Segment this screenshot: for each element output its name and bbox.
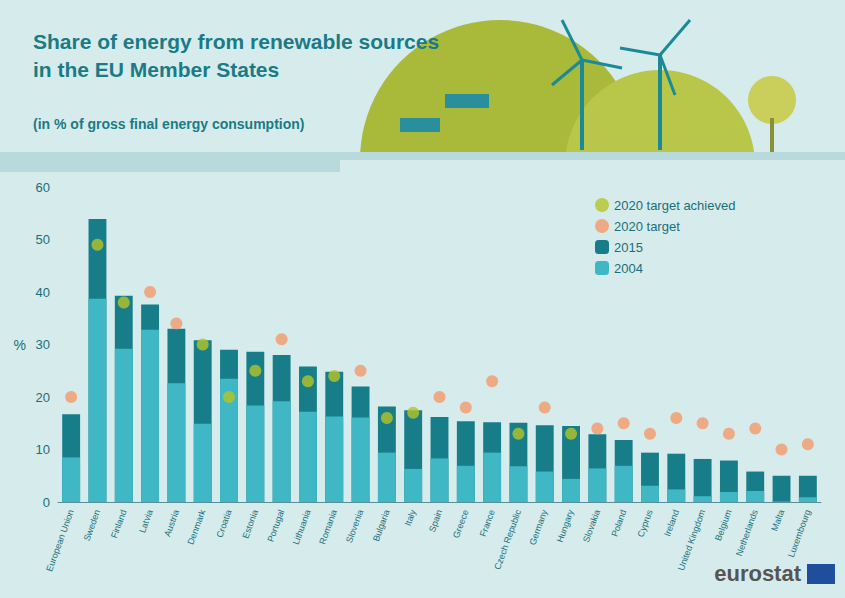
- svg-text:10: 10: [36, 442, 50, 457]
- svg-text:20: 20: [36, 390, 50, 405]
- svg-text:Romania: Romania: [317, 508, 339, 545]
- svg-text:30: 30: [36, 337, 50, 352]
- svg-text:Denmark: Denmark: [186, 508, 208, 546]
- svg-text:%: %: [14, 337, 26, 353]
- svg-text:Czech Republic: Czech Republic: [492, 508, 523, 571]
- svg-text:2020 target achieved: 2020 target achieved: [614, 198, 735, 213]
- svg-text:(in % of gross final energy co: (in % of gross final energy consumption): [33, 116, 304, 132]
- svg-text:Greece: Greece: [451, 508, 470, 539]
- svg-text:Spain: Spain: [427, 508, 444, 533]
- svg-text:0: 0: [43, 495, 50, 510]
- svg-text:Finland: Finland: [109, 508, 128, 539]
- svg-text:Italy: Italy: [403, 508, 418, 527]
- svg-text:Netherlands: Netherlands: [734, 508, 760, 557]
- svg-text:European Union: European Union: [44, 508, 76, 573]
- svg-text:Slovakia: Slovakia: [581, 508, 602, 543]
- svg-text:60: 60: [36, 180, 50, 195]
- svg-text:Austria: Austria: [162, 508, 181, 538]
- svg-text:Portugal: Portugal: [265, 508, 286, 543]
- svg-text:Croatia: Croatia: [214, 508, 233, 539]
- svg-text:Hungary: Hungary: [555, 508, 576, 544]
- svg-text:50: 50: [36, 232, 50, 247]
- svg-text:Belgium: Belgium: [713, 508, 734, 542]
- svg-text:Sweden: Sweden: [82, 508, 103, 542]
- svg-text:Poland: Poland: [609, 508, 628, 538]
- svg-text:2015: 2015: [614, 240, 643, 255]
- svg-text:in the EU Member States: in the EU Member States: [33, 58, 279, 81]
- svg-text:Slovenia: Slovenia: [344, 508, 365, 544]
- svg-text:40: 40: [36, 285, 50, 300]
- svg-text:Luxembourg: Luxembourg: [786, 508, 813, 558]
- svg-text:Ireland: Ireland: [662, 508, 681, 537]
- svg-text:France: France: [478, 508, 497, 538]
- svg-text:Estonia: Estonia: [240, 508, 260, 540]
- svg-text:eurostat: eurostat: [714, 561, 801, 586]
- svg-text:Cyprus: Cyprus: [636, 508, 655, 539]
- svg-text:Germany: Germany: [527, 508, 549, 547]
- svg-text:United Kingdom: United Kingdom: [676, 508, 707, 572]
- svg-text:Malta: Malta: [769, 508, 786, 532]
- svg-text:Bulgaria: Bulgaria: [371, 508, 392, 542]
- svg-text:Latvia: Latvia: [137, 508, 155, 534]
- svg-text:2020 target: 2020 target: [614, 219, 680, 234]
- svg-text:Lithuania: Lithuania: [291, 508, 313, 546]
- svg-text:Share of energy from renewable: Share of energy from renewable sources: [33, 30, 439, 53]
- svg-text:2004: 2004: [614, 261, 643, 276]
